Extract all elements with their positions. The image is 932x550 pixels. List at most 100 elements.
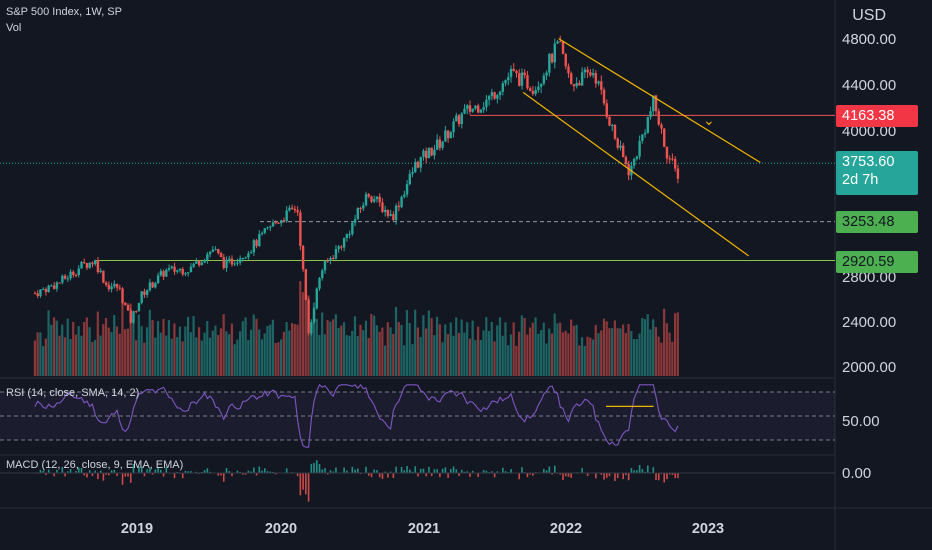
currency-label[interactable]: USD (852, 7, 886, 24)
candle-body (66, 278, 70, 280)
volume-bar (649, 329, 652, 376)
volume-bar (561, 332, 565, 376)
volume-bar (646, 314, 649, 376)
candle-body (542, 75, 546, 84)
volume-bar (326, 319, 329, 376)
y-tick-label: 2000.00 (842, 359, 897, 376)
volume-bar (578, 345, 581, 376)
volume-bar (556, 323, 559, 376)
macd-histogram-bar (469, 473, 471, 477)
volume-bar (613, 320, 616, 376)
volume-bar (247, 339, 250, 376)
volume-bar (129, 303, 132, 376)
candle-body (39, 289, 42, 296)
rsi-legend[interactable]: RSI (14, close, SMA, 14, 2) (6, 387, 140, 399)
candle-body (457, 115, 461, 125)
candle-body (214, 249, 217, 251)
volume-bar (225, 331, 228, 376)
volume-bar (277, 342, 280, 376)
macd-histogram-bar (138, 466, 140, 473)
volume-bar (219, 328, 223, 376)
candle-body (504, 80, 507, 84)
volume-bar (619, 328, 622, 376)
volume-bar (151, 320, 154, 376)
candle-body (665, 146, 669, 159)
volume-bar (632, 339, 636, 376)
resistance-price-badge: 4163.38 (836, 105, 918, 127)
chevron-down-icon[interactable]: ⌄ (703, 112, 715, 128)
macd-histogram-bar (600, 473, 603, 475)
candle-body (643, 132, 647, 135)
candle-body (452, 121, 455, 133)
candle-body (143, 291, 146, 295)
volume-bar (337, 327, 340, 376)
volume-bar (359, 324, 362, 376)
volume-bar (427, 310, 430, 376)
volume-bar (397, 321, 400, 376)
volume-legend[interactable]: Vol (6, 22, 22, 34)
candle-body (362, 205, 365, 209)
macd-legend[interactable]: MACD (12, 26, close, 9, EMA, EMA) (6, 459, 184, 471)
candle-body (42, 289, 45, 291)
macd-histogram-bar (244, 473, 247, 475)
macd-histogram-bar (365, 466, 367, 473)
candle-body (137, 302, 141, 312)
macd-histogram-bar (239, 471, 241, 473)
candle-body (608, 116, 611, 126)
volume-bar (638, 333, 641, 376)
macd-histogram-bar (181, 473, 184, 479)
volume-bar (88, 327, 91, 376)
volume-bar (132, 319, 135, 376)
macd-histogram-bar (154, 469, 157, 473)
volume-bar (80, 335, 83, 376)
macd-histogram-bar (422, 468, 425, 473)
candle-body (381, 202, 384, 213)
volume-bar (643, 319, 647, 376)
candle-body (110, 286, 113, 290)
macd-histogram-bar (373, 469, 376, 473)
candle-body (493, 92, 496, 99)
candle-body (526, 75, 529, 89)
volume-bar (542, 322, 545, 376)
candle-body (482, 107, 485, 110)
macd-histogram-bar (129, 473, 132, 483)
candle-body (178, 268, 182, 271)
candle-body (632, 158, 636, 166)
macd-histogram-bar (299, 473, 302, 496)
macd-histogram-bar (564, 473, 567, 477)
macd-histogram-bar (77, 467, 80, 473)
candle-body (518, 73, 521, 86)
volume-bar (36, 332, 39, 376)
volume-bar (288, 330, 291, 376)
volume-bar (72, 321, 75, 376)
volume-bar (206, 321, 209, 376)
candle-body (397, 205, 401, 208)
macd-histogram-bar (392, 473, 395, 479)
macd-histogram-bar (228, 471, 231, 473)
volume-bar (654, 326, 658, 376)
volume-bar (394, 306, 398, 376)
candle-body (539, 83, 543, 87)
candle-body (638, 140, 641, 157)
volume-bar (501, 335, 504, 376)
chart-title[interactable]: S&P 500 Index, 1W, SP (6, 6, 122, 18)
macd-histogram-bar (367, 473, 370, 476)
candle-body (649, 111, 652, 118)
volume-bar (249, 329, 253, 376)
macd-axis-label: 0.00 (842, 465, 872, 482)
macd-histogram-bar (441, 468, 444, 473)
macd-histogram-bar (545, 470, 548, 473)
candle-body (548, 53, 551, 73)
volume-bar (211, 330, 214, 376)
candle-body (282, 220, 286, 222)
candle-body (509, 68, 513, 78)
macd-histogram-bar (124, 473, 127, 477)
candle-body (460, 113, 463, 125)
candle-body (523, 72, 526, 76)
candle-body (271, 222, 275, 227)
macd-histogram-bar (80, 467, 83, 473)
volume-bar (285, 321, 288, 376)
volume-bar (170, 338, 173, 376)
macd-histogram-bar (42, 470, 45, 473)
volume-bar (42, 346, 45, 376)
